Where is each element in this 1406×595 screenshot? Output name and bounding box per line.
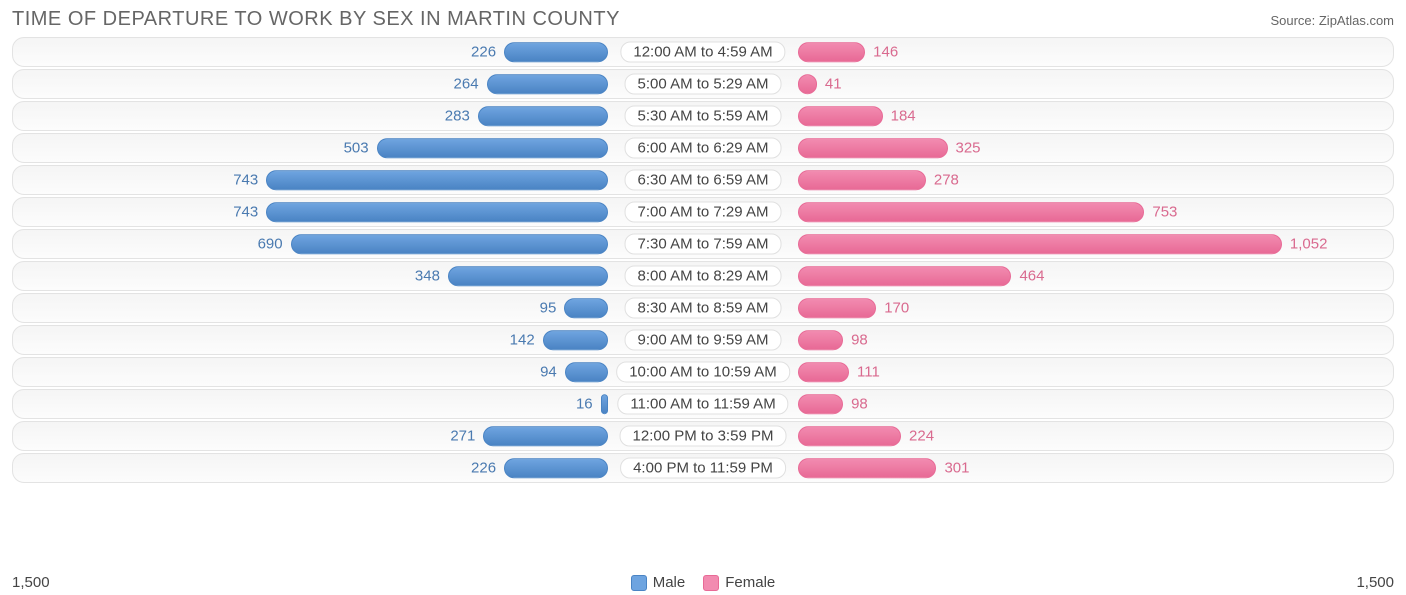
bar-female [798,106,883,126]
value-female: 111 [857,364,880,381]
bar-male [483,426,608,446]
chart-row: 264 41 5:00 AM to 5:29 AM [12,69,1394,99]
chart-row: 226 301 4:00 PM to 11:59 PM [12,453,1394,483]
legend-swatch-male [631,575,647,591]
value-male: 226 [471,460,496,477]
bar-male [291,234,608,254]
bar-female [798,138,948,158]
chart-row: 95 170 8:30 AM to 8:59 AM [12,293,1394,323]
chart-row: 503 325 6:00 AM to 6:29 AM [12,133,1394,163]
bar-male [266,202,608,222]
legend: Male Female [631,574,776,591]
value-female: 464 [1019,268,1044,285]
category-label: 9:00 AM to 9:59 AM [625,330,782,351]
category-label: 11:00 AM to 11:59 AM [617,394,788,415]
value-male: 95 [540,300,557,317]
value-female: 170 [884,300,909,317]
bar-male [504,42,608,62]
value-female: 41 [825,76,842,93]
chart-row: 348 464 8:00 AM to 8:29 AM [12,261,1394,291]
bar-male [266,170,608,190]
bar-female [798,394,843,414]
chart-row: 743 278 6:30 AM to 6:59 AM [12,165,1394,195]
chart-rows: 226 146 12:00 AM to 4:59 AM 264 41 5:00 AM to… [12,37,1394,570]
bar-male [487,74,608,94]
category-label: 12:00 PM to 3:59 PM [620,426,787,447]
value-male: 283 [445,108,470,125]
chart-row: 283 184 5:30 AM to 5:59 AM [12,101,1394,131]
legend-swatch-female [703,575,719,591]
category-label: 4:00 PM to 11:59 PM [620,458,786,479]
bar-female [798,362,849,382]
value-male: 142 [510,332,535,349]
value-female: 278 [934,172,959,189]
bar-male [478,106,608,126]
legend-label-female: Female [725,574,775,591]
chart-row: 226 146 12:00 AM to 4:59 AM [12,37,1394,67]
value-male: 348 [415,268,440,285]
bar-male [448,266,608,286]
category-label: 8:00 AM to 8:29 AM [625,266,782,287]
chart-row: 94 111 10:00 AM to 10:59 AM [12,357,1394,387]
value-female: 224 [909,428,934,445]
bar-male [565,362,608,382]
value-male: 94 [540,364,557,381]
category-label: 7:30 AM to 7:59 AM [625,234,782,255]
category-label: 8:30 AM to 8:59 AM [625,298,782,319]
value-female: 98 [851,396,868,413]
axis-max-left: 1,500 [12,574,50,591]
bar-male [601,394,608,414]
value-female: 146 [873,44,898,61]
bar-female [798,202,1144,222]
legend-label-male: Male [653,574,686,591]
value-male: 743 [233,172,258,189]
chart-row: 690 1,052 7:30 AM to 7:59 AM [12,229,1394,259]
legend-item-male: Male [631,574,686,591]
value-female: 1,052 [1290,236,1328,253]
bar-female [798,426,901,446]
chart-header: TIME OF DEPARTURE TO WORK BY SEX IN MART… [12,8,1394,31]
bar-male [377,138,608,158]
value-male: 503 [344,140,369,157]
value-female: 753 [1152,204,1177,221]
bar-female [798,74,817,94]
value-male: 264 [454,76,479,93]
value-male: 743 [233,204,258,221]
bar-female [798,330,843,350]
value-male: 16 [576,396,593,413]
chart-row: 743 753 7:00 AM to 7:29 AM [12,197,1394,227]
bar-female [798,42,865,62]
value-male: 226 [471,44,496,61]
value-male: 271 [450,428,475,445]
value-female: 98 [851,332,868,349]
bar-female [798,234,1282,254]
chart-title: TIME OF DEPARTURE TO WORK BY SEX IN MART… [12,8,620,31]
chart-source: Source: ZipAtlas.com [1270,13,1394,28]
legend-item-female: Female [703,574,775,591]
chart-row: 271 224 12:00 PM to 3:59 PM [12,421,1394,451]
category-label: 6:00 AM to 6:29 AM [625,138,782,159]
bar-male [564,298,608,318]
category-label: 12:00 AM to 4:59 AM [620,42,785,63]
axis-max-right: 1,500 [1356,574,1394,591]
bar-female [798,266,1011,286]
value-male: 690 [258,236,283,253]
bar-female [798,170,926,190]
bar-female [798,458,936,478]
category-label: 7:00 AM to 7:29 AM [625,202,782,223]
bar-male [543,330,608,350]
value-female: 325 [956,140,981,157]
category-label: 5:30 AM to 5:59 AM [625,106,782,127]
chart-row: 142 98 9:00 AM to 9:59 AM [12,325,1394,355]
category-label: 10:00 AM to 10:59 AM [616,362,790,383]
chart-row: 16 98 11:00 AM to 11:59 AM [12,389,1394,419]
chart-footer: 1,500 Male Female 1,500 [12,574,1394,591]
category-label: 6:30 AM to 6:59 AM [625,170,782,191]
bar-male [504,458,608,478]
value-female: 301 [944,460,969,477]
category-label: 5:00 AM to 5:29 AM [625,74,782,95]
value-female: 184 [891,108,916,125]
bar-female [798,298,876,318]
